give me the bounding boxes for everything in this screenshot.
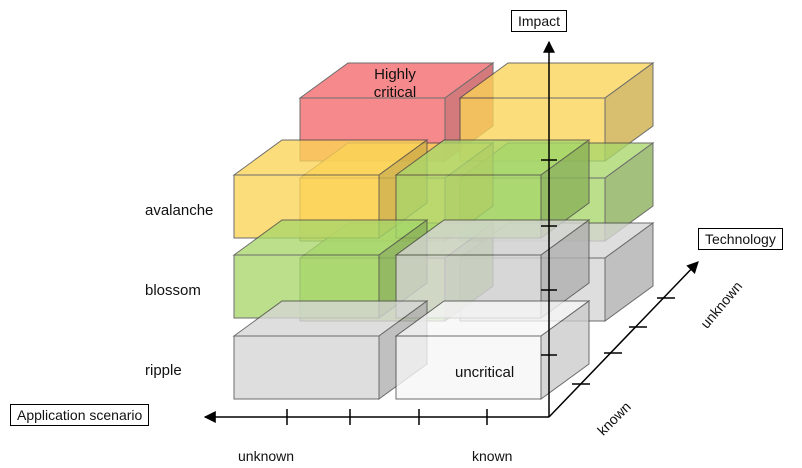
cube-avalanche-known bbox=[394, 139, 591, 239]
cell-label-uncritical: uncritical bbox=[455, 364, 515, 381]
row-label-blossom: blossom bbox=[145, 282, 201, 299]
row-label-ripple: ripple bbox=[145, 362, 182, 379]
technology-axis-label: Technology bbox=[698, 228, 783, 250]
application-tick-known: known bbox=[472, 448, 513, 464]
cell-label-highly-critical: Highly critical bbox=[373, 66, 417, 101]
cube-blossom-unknown bbox=[232, 219, 429, 319]
row-label-avalanche: avalanche bbox=[145, 202, 214, 219]
technology-axis-ticks bbox=[572, 297, 675, 385]
technology-axis bbox=[548, 261, 699, 418]
impact-axis-label: Impact bbox=[511, 10, 568, 32]
application-axis-label: Application scenario bbox=[10, 404, 150, 426]
application-axis-ticks bbox=[286, 409, 488, 425]
application-tick-unknown: unknown bbox=[238, 448, 295, 464]
cube-uncritical bbox=[394, 300, 591, 400]
impact-axis-ticks bbox=[541, 159, 557, 356]
